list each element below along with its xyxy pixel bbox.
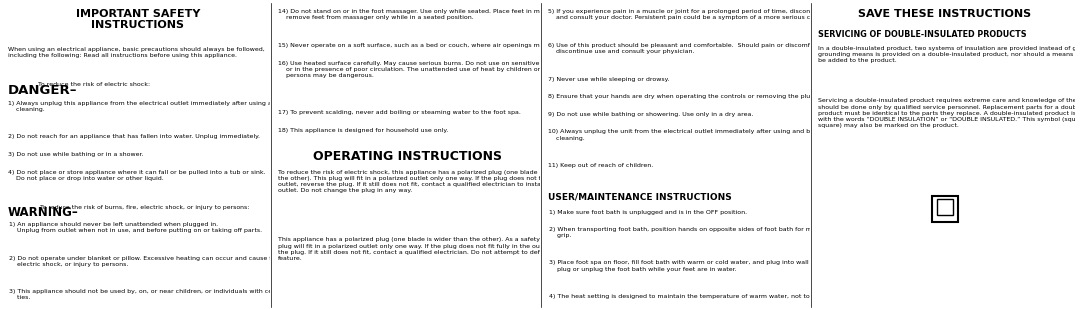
Text: 9) Do not use while bathing or showering. Use only in a dry area.: 9) Do not use while bathing or showering… — [548, 112, 754, 117]
Text: 6) Use of this product should be pleasant and comfortable.  Should pain or disco: 6) Use of this product should be pleasan… — [548, 43, 841, 54]
Text: 10) Always unplug the unit from the electrical outlet immediately after using an: 10) Always unplug the unit from the elec… — [548, 130, 826, 141]
Text: To reduce the risk of electric shock:: To reduce the risk of electric shock: — [36, 82, 150, 87]
Text: 5) If you experience pain in a muscle or joint for a prolonged period of time, d: 5) If you experience pain in a muscle or… — [548, 9, 839, 20]
Text: 3) Do not use while bathing or in a shower.: 3) Do not use while bathing or in a show… — [8, 152, 144, 157]
Bar — [937, 199, 953, 215]
Text: WARNING–: WARNING– — [8, 206, 79, 219]
Text: This appliance has a polarized plug (one blade is wider than the other). As a sa: This appliance has a polarized plug (one… — [278, 237, 585, 261]
Text: SAVE THESE INSTRUCTIONS: SAVE THESE INSTRUCTIONS — [859, 9, 1031, 19]
Text: When using an electrical appliance, basic precautions should always be followed,: When using an electrical appliance, basi… — [8, 47, 265, 58]
Text: 1) Make sure foot bath is unplugged and is in the OFF position.: 1) Make sure foot bath is unplugged and … — [550, 210, 747, 215]
Text: 3) This appliance should not be used by, on, or near children, or individuals wi: 3) This appliance should not be used by,… — [10, 289, 313, 300]
Text: USER/MAINTENANCE INSTRUCTIONS: USER/MAINTENANCE INSTRUCTIONS — [548, 193, 732, 202]
Text: Servicing a double-insulated product requires extreme care and knowledge of the : Servicing a double-insulated product req… — [818, 99, 1080, 128]
Text: To reduce the risk of burns, fire, electric shock, or injury to persons:: To reduce the risk of burns, fire, elect… — [39, 206, 249, 210]
Text: 17) To prevent scalding, never add boiling or steaming water to the foot spa.: 17) To prevent scalding, never add boili… — [278, 110, 521, 115]
Text: 2) Do not reach for an appliance that has fallen into water. Unplug immediately.: 2) Do not reach for an appliance that ha… — [8, 134, 260, 139]
Text: 4) The heat setting is designed to maintain the temperature of warm water, not t: 4) The heat setting is designed to maint… — [550, 294, 848, 299]
Text: 11) Keep out of reach of children.: 11) Keep out of reach of children. — [548, 163, 653, 168]
Text: 15) Never operate on a soft surface, such as a bed or couch, where air openings : 15) Never operate on a soft surface, suc… — [278, 43, 585, 48]
Text: OPERATING INSTRUCTIONS: OPERATING INSTRUCTIONS — [313, 150, 502, 163]
Text: 3) Place foot spa on floor, fill foot bath with warm or cold water, and plug int: 3) Place foot spa on floor, fill foot ba… — [550, 260, 854, 272]
Text: 1) An appliance should never be left unattended when plugged in.
    Unplug from: 1) An appliance should never be left una… — [10, 222, 262, 233]
Text: 2) When transporting foot bath, position hands on opposite sides of foot bath fo: 2) When transporting foot bath, position… — [550, 227, 845, 238]
Text: 4) Do not place or store appliance where it can fall or be pulled into a tub or : 4) Do not place or store appliance where… — [8, 170, 266, 181]
Text: 1) Always unplug this appliance from the electrical outlet immediately after usi: 1) Always unplug this appliance from the… — [8, 101, 302, 112]
Text: IMPORTANT SAFETY
INSTRUCTIONS: IMPORTANT SAFETY INSTRUCTIONS — [76, 9, 200, 30]
Text: 16) Use heated surface carefully. May cause serious burns. Do not use on sensiti: 16) Use heated surface carefully. May ca… — [278, 60, 585, 78]
Text: 8) Ensure that your hands are dry when operating the controls or removing the pl: 8) Ensure that your hands are dry when o… — [548, 94, 816, 99]
Text: DANGER–: DANGER– — [8, 84, 78, 97]
Text: 7) Never use while sleeping or drowsy.: 7) Never use while sleeping or drowsy. — [548, 77, 670, 82]
Text: SERVICING OF DOUBLE-INSULATED PRODUCTS: SERVICING OF DOUBLE-INSULATED PRODUCTS — [818, 30, 1027, 39]
Text: In a double-insulated product, two systems of insulation are provided instead of: In a double-insulated product, two syste… — [818, 46, 1080, 63]
Bar — [932, 196, 958, 222]
Text: 2) Do not operate under blanket or pillow. Excessive heating can occur and cause: 2) Do not operate under blanket or pillo… — [10, 255, 282, 267]
Text: To reduce the risk of electric shock, this appliance has a polarized plug (one b: To reduce the risk of electric shock, th… — [278, 170, 581, 193]
Text: 18) This appliance is designed for household use only.: 18) This appliance is designed for house… — [278, 128, 448, 133]
Text: 14) Do not stand on or in the foot massager. Use only while seated. Place feet i: 14) Do not stand on or in the foot massa… — [278, 9, 579, 20]
